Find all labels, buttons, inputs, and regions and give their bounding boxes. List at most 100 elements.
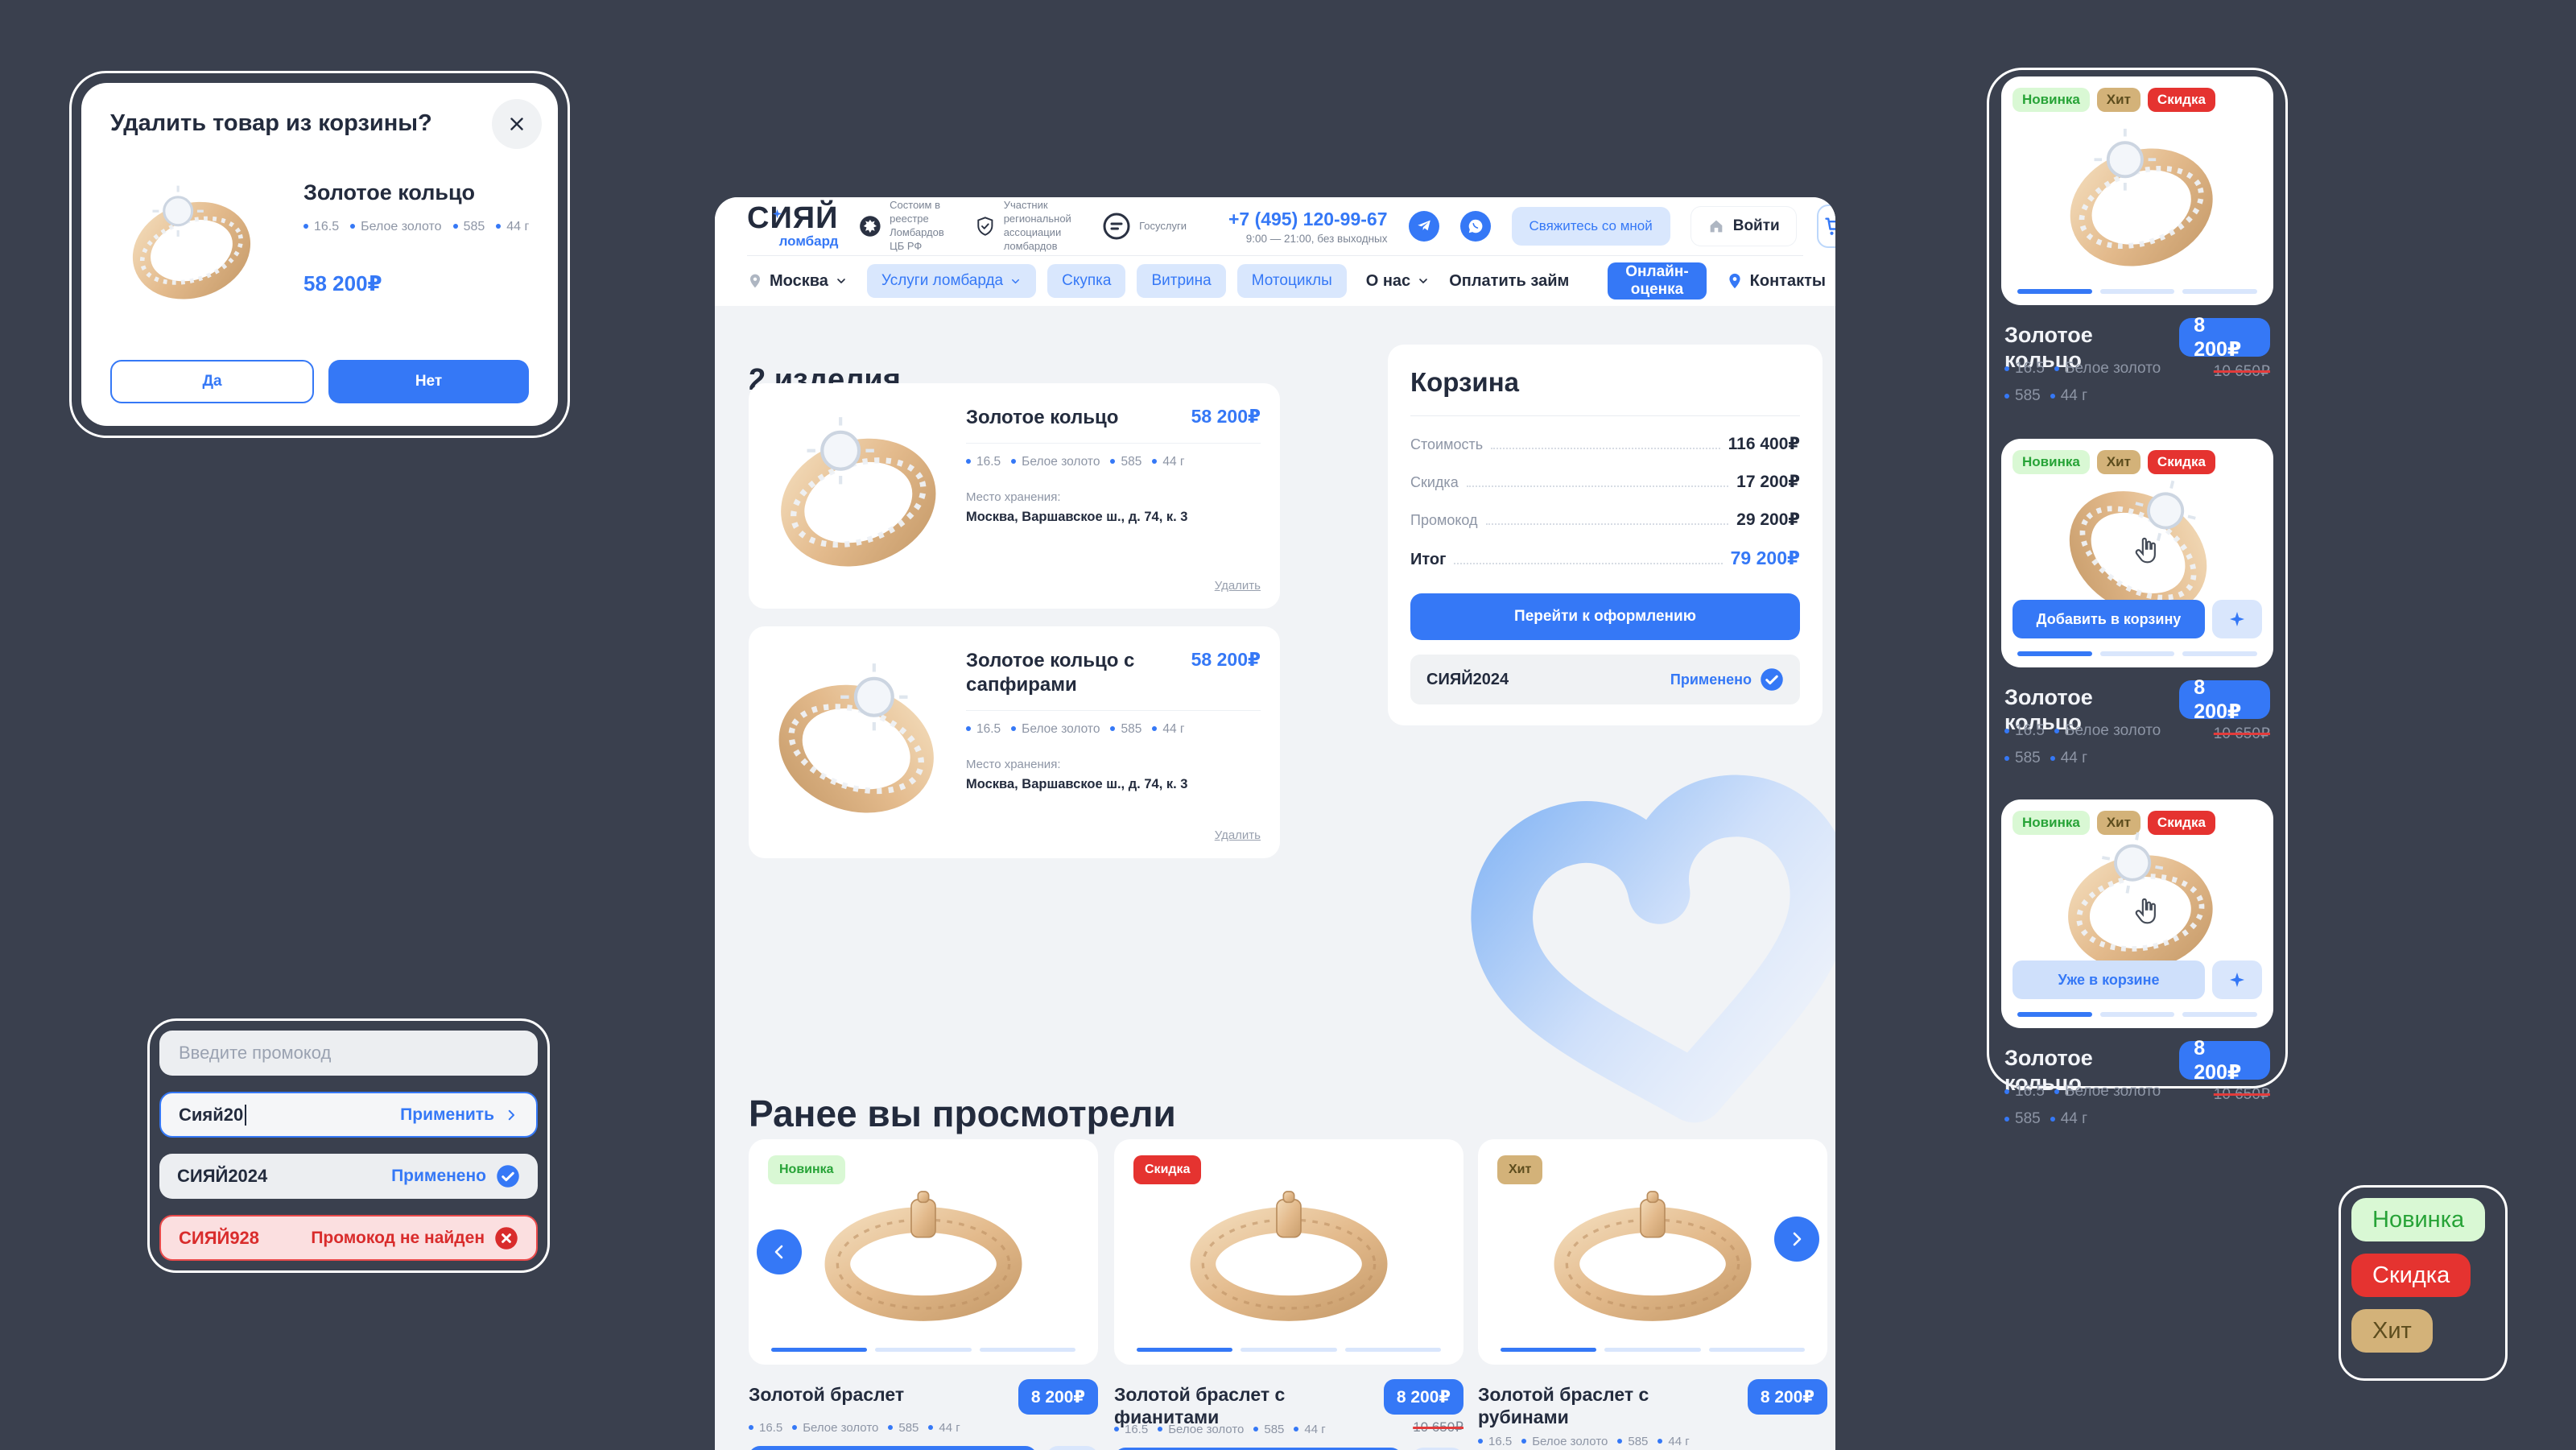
spec-metal: Белое золото	[2054, 1083, 2161, 1101]
remove-item-link[interactable]: Удалить	[1214, 579, 1261, 593]
close-button[interactable]	[492, 99, 542, 149]
nav-contacts[interactable]: Контакты	[1726, 272, 1826, 291]
promo-input-applied[interactable]: СИЯЙ2024 Применено	[159, 1154, 538, 1200]
error-circle-icon	[494, 1226, 518, 1250]
old-price: 10 650₽	[2213, 725, 2270, 742]
promo-code-text: СИЯЙ928	[179, 1227, 260, 1248]
registry-badge-cb: Состоим в реестре Ломбардов ЦБ РФ	[859, 199, 954, 254]
contact-me-button[interactable]: Свяжитесь со мной	[1511, 207, 1670, 246]
chevron-down-icon	[1009, 275, 1022, 287]
apply-promo-button[interactable]: Применить	[400, 1105, 518, 1125]
add-to-cart-button[interactable]: Добавить в корзину	[749, 1446, 1037, 1450]
spec-purity: 585	[2004, 387, 2041, 405]
image-pagination[interactable]	[1137, 1348, 1441, 1352]
product-specs: 16.5 Белое золото 585 44 г	[749, 1421, 1098, 1435]
spec-weight: 44 г	[496, 220, 529, 234]
header-divider	[747, 255, 1803, 256]
shield-check-icon	[975, 211, 996, 242]
nav-chip-buyout[interactable]: Скупка	[1047, 264, 1126, 298]
phone-number[interactable]: +7 (495) 120-99-67	[1228, 208, 1388, 229]
product-image-bracelet	[1168, 1175, 1410, 1336]
quick-view-button[interactable]	[1046, 1446, 1098, 1450]
badge-hit: Хит	[2096, 811, 2140, 835]
apply-label: Применить	[400, 1105, 494, 1124]
spec-size: 16.5	[966, 722, 1001, 737]
telegram-button[interactable]	[1408, 211, 1439, 242]
badge-new: Новинка	[2351, 1198, 2486, 1241]
spec-weight: 44 г	[1152, 722, 1184, 737]
promo-input-empty	[159, 1031, 538, 1076]
chevron-right-icon	[1787, 1229, 1806, 1249]
promo-input-typing[interactable]: Сияй20 Применить	[159, 1092, 538, 1138]
confirm-no-button[interactable]: Нет	[328, 360, 529, 403]
summary-value: 29 200₽	[1736, 510, 1800, 529]
nav-chip-showcase[interactable]: Витрина	[1137, 264, 1226, 298]
sparkle-icon	[2227, 609, 2247, 629]
add-to-cart-button[interactable]: Добавить в корзину	[2013, 600, 2205, 638]
cursor-pointer-icon	[2130, 896, 2162, 928]
confirm-yes-button[interactable]: Да	[110, 360, 314, 403]
carousel-prev-button[interactable]	[757, 1229, 802, 1274]
badge-hit: Хит	[2351, 1309, 2433, 1353]
spec-purity: 585	[1253, 1423, 1284, 1436]
nav-pay-loan[interactable]: Оплатить займ	[1449, 271, 1570, 290]
quick-view-button[interactable]	[2212, 600, 2262, 638]
add-to-cart-button[interactable]: Добавить в корзину	[1114, 1448, 1402, 1450]
nav-chip-motorcycles[interactable]: Мотоциклы	[1236, 264, 1347, 298]
quick-view-button[interactable]	[2212, 960, 2262, 999]
logo[interactable]: СИЯЙ ломбард	[747, 203, 838, 250]
mobile-cards-frame: Новинка Хит Скидка Золотое кольцо 8 200₽…	[1987, 68, 2288, 1127]
online-evaluation-button[interactable]: Онлайн-оценка	[1608, 262, 1707, 300]
badge-discount: Скидка	[1133, 1155, 1202, 1184]
price-chip: 8 200₽	[2179, 676, 2270, 723]
summary-label: Стоимость	[1410, 436, 1484, 452]
badge-discount: Скидка	[2147, 811, 2215, 835]
nav-chip-services[interactable]: Услуги ломбарда	[866, 264, 1037, 298]
spec-size: 16.5	[2004, 360, 2045, 378]
city-selector[interactable]: Москва	[747, 272, 848, 291]
old-price: 10 650₽	[2213, 1086, 2270, 1103]
badge-samples-frame: Новинка Скидка Хит	[2339, 1185, 2508, 1381]
product-price: 58 200₽	[303, 271, 382, 295]
badge-new: Новинка	[2013, 88, 2090, 112]
nav-about[interactable]: О нас	[1366, 272, 1430, 291]
delete-modal: Удалить товар из корзины? Золотое кольцо…	[81, 83, 558, 426]
carousel-next-button[interactable]	[1774, 1217, 1819, 1262]
product-card-in-cart: Новинка Хит Скидка Уже в корзине Золотое…	[2001, 799, 2273, 1128]
product-card: Новинка Золотой браслет 8 200₽ 16.5 Бело…	[749, 1139, 1098, 1450]
delete-modal-frame: Удалить товар из корзины? Золотое кольцо…	[69, 71, 570, 438]
product-card-hover: Новинка Хит Скидка Добавить в корзину Зо…	[2001, 439, 2273, 767]
spec-purity: 585	[2004, 1110, 2041, 1128]
registry-badge-gosuslugi: Госуслуги	[1102, 212, 1187, 241]
already-in-cart-button[interactable]: Уже в корзине	[2013, 960, 2205, 999]
summary-value: 116 400₽	[1728, 435, 1800, 453]
image-pagination[interactable]	[2017, 1012, 2258, 1017]
check-circle-icon	[1760, 667, 1784, 692]
image-pagination[interactable]	[2017, 289, 2258, 294]
promo-input[interactable]	[177, 1042, 520, 1065]
promo-input-error[interactable]: СИЯЙ928 Промокод не найден	[159, 1215, 538, 1261]
price-chip: 8 200₽	[2179, 1037, 2270, 1084]
product-name: Золотой браслет с фианитами	[1114, 1384, 1286, 1427]
heart-decoration	[1435, 751, 1835, 1188]
cart-item: Золотое кольцо с сапфирами 58 200₽ 16.5 …	[749, 626, 1280, 858]
quick-view-button[interactable]	[1412, 1448, 1463, 1450]
item-specs: 16.5 Белое золото 585 44 г	[966, 722, 1261, 737]
whatsapp-button[interactable]	[1459, 211, 1491, 242]
checkout-button[interactable]: Перейти к оформлению	[1410, 593, 1800, 640]
spec-size: 16.5	[749, 1421, 782, 1435]
image-pagination[interactable]	[771, 1348, 1075, 1352]
chevron-down-icon	[835, 275, 848, 287]
product-image-ring	[2040, 109, 2241, 294]
spec-size: 16.5	[1114, 1423, 1148, 1436]
product-image-ring	[110, 169, 271, 322]
remove-item-link[interactable]: Удалить	[1214, 828, 1261, 842]
login-button[interactable]: Войти	[1690, 207, 1796, 246]
cart-button[interactable]: 6	[1816, 204, 1835, 248]
product-image-bracelet	[803, 1175, 1044, 1336]
image-pagination[interactable]	[1501, 1348, 1805, 1352]
image-pagination[interactable]	[2017, 651, 2258, 656]
location-pin-icon	[747, 273, 763, 289]
spec-metal: Белое золото	[1521, 1435, 1608, 1448]
product-specs: 16.5 Белое золото 585 44 г	[2004, 722, 2206, 767]
